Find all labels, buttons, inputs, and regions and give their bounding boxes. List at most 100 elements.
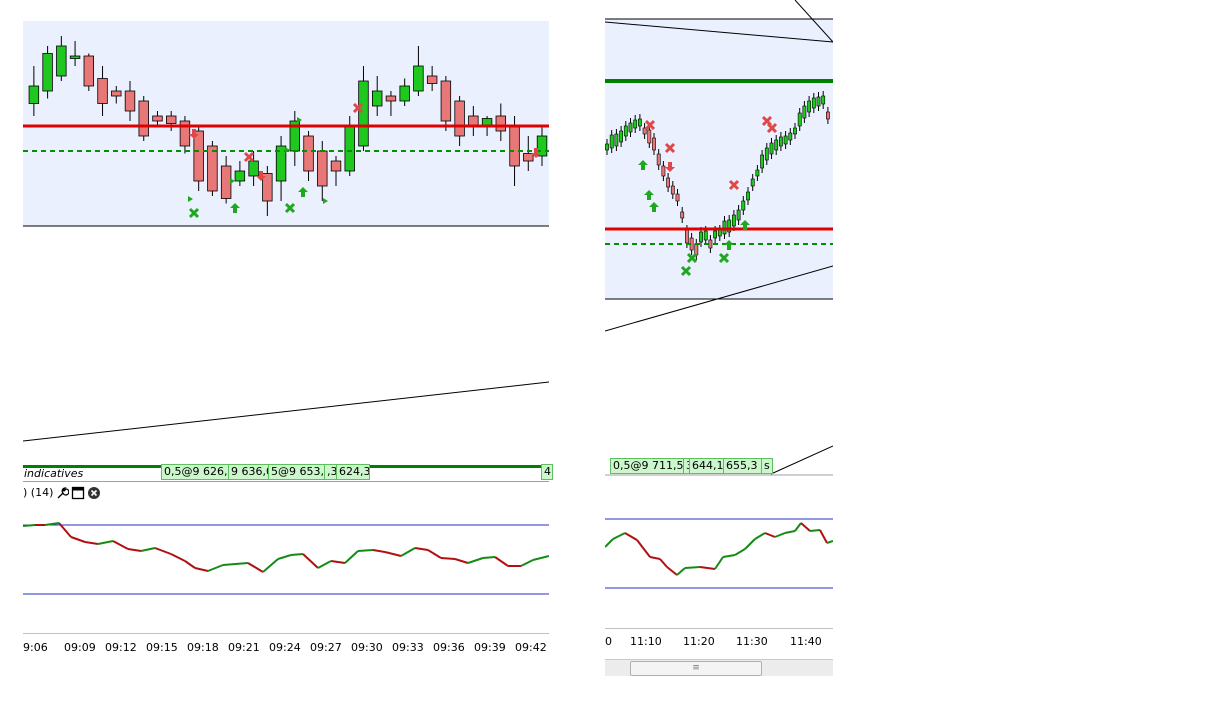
candle-body bbox=[750, 178, 755, 187]
candle-body bbox=[42, 53, 53, 92]
rsi-segment bbox=[277, 554, 292, 560]
rsi-segment bbox=[58, 522, 72, 538]
rsi-segment bbox=[676, 567, 686, 576]
time-tick: 0 bbox=[605, 635, 612, 648]
candle-body bbox=[440, 80, 452, 122]
candle-body bbox=[826, 111, 830, 120]
candle-body bbox=[303, 135, 314, 172]
left-strip-divider bbox=[23, 481, 549, 482]
candle-body bbox=[774, 139, 779, 151]
time-tick: 09:15 bbox=[146, 641, 178, 654]
candle-body bbox=[797, 112, 802, 127]
right-trendline-lower bbox=[605, 265, 833, 332]
rsi-segment bbox=[440, 557, 456, 560]
rsi-segment bbox=[127, 548, 142, 552]
candle-body bbox=[642, 127, 647, 135]
right-price-label-5[interactable]: s bbox=[761, 458, 773, 474]
candle-body bbox=[262, 173, 273, 202]
right-price-label-3[interactable]: 644,1 bbox=[689, 458, 727, 474]
candle-body bbox=[138, 100, 149, 137]
candle-body bbox=[317, 150, 328, 187]
price-label-2[interactable]: 9 636,0 bbox=[228, 464, 272, 480]
indicator-title: indicatives bbox=[24, 467, 84, 480]
candle-body bbox=[83, 55, 95, 87]
candle-body bbox=[703, 230, 708, 241]
candle-body bbox=[764, 147, 769, 161]
right-price-label-4[interactable]: 655,3 bbox=[723, 458, 765, 474]
right-candles-group bbox=[605, 79, 833, 277]
candle-body bbox=[275, 145, 287, 182]
exit-cross-icon bbox=[664, 142, 676, 154]
candle-body bbox=[614, 133, 619, 147]
right-price-panel[interactable] bbox=[605, 0, 833, 340]
rsi-segment bbox=[714, 556, 724, 570]
exit-cross-icon bbox=[728, 179, 740, 191]
price-label-3[interactable]: 5@9 653,2 bbox=[268, 464, 326, 480]
candle-body bbox=[454, 100, 465, 137]
right-axis-line bbox=[605, 628, 833, 629]
rsi-segment bbox=[532, 555, 549, 561]
left-rsi-chart bbox=[23, 522, 549, 595]
time-tick: 09:36 bbox=[433, 641, 465, 654]
buy-arrow-icon bbox=[649, 202, 659, 212]
scrollbar-thumb[interactable]: ≡ bbox=[630, 661, 762, 676]
time-tick: 09:39 bbox=[474, 641, 506, 654]
candle-body bbox=[680, 211, 685, 219]
time-tick: 11:10 bbox=[630, 635, 662, 648]
left-trendline bbox=[23, 381, 549, 442]
rsi-segment bbox=[819, 529, 828, 544]
candle-body bbox=[699, 231, 703, 243]
candle-body bbox=[788, 132, 793, 141]
candle-body bbox=[675, 193, 680, 202]
left-time-axis: 9:06 09:09 09:12 09:15 09:18 09:21 09:24 09:27 0… bbox=[23, 633, 549, 655]
rsi-segment bbox=[636, 539, 651, 558]
candle-body bbox=[811, 97, 816, 109]
price-label-1[interactable]: 0,5@9 626,0 bbox=[161, 464, 231, 480]
candle-body bbox=[111, 90, 122, 97]
left-price-panel[interactable] bbox=[23, 21, 549, 242]
price-label-6[interactable]: 4 bbox=[541, 464, 553, 480]
close-icon[interactable] bbox=[87, 485, 101, 499]
candle-body bbox=[793, 127, 797, 135]
rsi-period-label: ) (14) bbox=[23, 485, 54, 499]
candle-body bbox=[372, 90, 383, 107]
candle-body bbox=[97, 78, 108, 104]
rsi-segment bbox=[290, 553, 304, 556]
candle-body bbox=[807, 100, 812, 113]
signal-triangle-icon bbox=[230, 178, 235, 184]
right-horizontal-scrollbar[interactable]: ≡ bbox=[605, 659, 833, 676]
sell-arrow-icon bbox=[189, 129, 199, 139]
candle-body bbox=[628, 122, 633, 133]
window-icon[interactable] bbox=[71, 485, 85, 500]
buy-arrow-icon bbox=[644, 190, 654, 200]
right-price-label-1[interactable]: 0,5@9 711,5 bbox=[610, 458, 686, 474]
candle-body bbox=[769, 142, 774, 155]
buy-arrow-icon bbox=[638, 160, 648, 170]
candle-body bbox=[234, 170, 246, 182]
candle-body bbox=[399, 85, 410, 102]
sell-arrow-icon bbox=[531, 148, 541, 158]
rsi-segment bbox=[684, 566, 701, 569]
candle-body bbox=[69, 55, 81, 59]
exit-cross-icon bbox=[352, 102, 364, 114]
rsi-segment bbox=[784, 530, 796, 534]
candle-body bbox=[802, 105, 807, 119]
rsi-segment bbox=[247, 562, 264, 573]
exit-cross-icon bbox=[284, 202, 296, 214]
price-label-5[interactable]: 624,3 bbox=[336, 464, 370, 480]
candle-body bbox=[248, 160, 259, 177]
rsi-segment bbox=[467, 557, 484, 564]
candle-body bbox=[609, 134, 614, 149]
rsi-segment bbox=[809, 529, 821, 532]
rsi-segment bbox=[140, 547, 156, 552]
candle-body bbox=[685, 229, 689, 244]
rsi-segment bbox=[317, 560, 332, 569]
candle-body bbox=[732, 214, 736, 227]
candle-body bbox=[358, 80, 369, 147]
right-strip-trendline bbox=[770, 445, 833, 475]
rsi-segment bbox=[344, 550, 359, 564]
time-tick: 09:33 bbox=[392, 641, 424, 654]
wrench-icon[interactable] bbox=[55, 485, 70, 499]
candle-body bbox=[783, 135, 788, 145]
rsi-segment bbox=[170, 553, 186, 562]
